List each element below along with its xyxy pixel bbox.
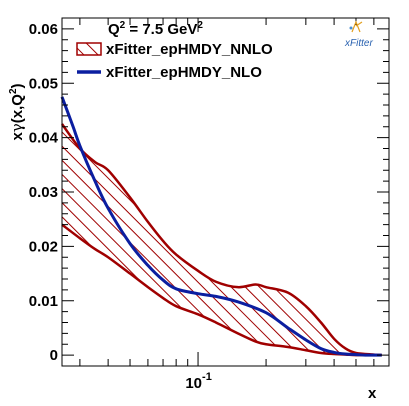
q2-annotation: Q2 = 7.5 GeV2 — [108, 20, 203, 38]
nlo-line-layer — [60, 96, 382, 357]
y-tick-label: 0.03 — [29, 184, 58, 201]
legend: xFitter_epHMDY_NNLO xFitter_epHMDY_NLO — [76, 41, 273, 81]
y-axis-label-args: (x,Q — [9, 94, 26, 124]
logo-text: xFitter — [344, 38, 373, 49]
logo-dot-icon — [349, 26, 353, 30]
logo-sparkle-icon — [351, 20, 363, 33]
y-tick-label: 0.05 — [29, 75, 58, 92]
axes — [61, 17, 390, 367]
y-tick-label: 0.04 — [29, 130, 59, 147]
y-axis-label-sup: 2 — [8, 88, 19, 94]
nnlo-band-fill — [62, 124, 382, 356]
y-tick-label: 0.01 — [29, 293, 58, 310]
x-tick-label-exponent: -1 — [202, 371, 212, 383]
y-tick-label: 0.02 — [29, 238, 58, 255]
q2-annotation-sup1: 2 — [120, 20, 126, 31]
x-tick-label: 10 -1 — [185, 371, 211, 392]
q2-annotation-sup2: 2 — [197, 20, 203, 31]
q2-annotation-prefix: Q — [108, 21, 120, 38]
q2-annotation-mid: = 7.5 GeV — [125, 21, 197, 38]
y-axis-label-close: ) — [9, 83, 26, 88]
nlo-line — [60, 96, 382, 357]
nnlo-band-layer — [60, 123, 382, 357]
nnlo-band-upper-edge — [60, 123, 382, 357]
y-axis-label-x: x — [9, 132, 26, 141]
y-tick-label: 0 — [50, 347, 58, 364]
legend-label-nlo: xFitter_epHMDY_NLO — [106, 64, 262, 81]
y-tick-label: 0.06 — [29, 21, 58, 38]
legend-swatch-nnlo — [76, 42, 102, 56]
y-axis-label-gamma: γ — [8, 123, 26, 132]
x-tick-label-base: 10 — [185, 375, 202, 392]
x-axis-label: x — [368, 385, 377, 402]
xfitter-logo: xFitter — [344, 20, 373, 49]
legend-label-nnlo: xFitter_epHMDY_NNLO — [106, 41, 273, 58]
y-tick-labels: 0 0.01 0.02 0.03 0.04 0.05 0.06 — [29, 21, 59, 364]
y-axis-label: xγ(x,Q2) — [8, 83, 26, 140]
svg-text:xγ(x,Q2): xγ(x,Q2) — [8, 83, 26, 140]
